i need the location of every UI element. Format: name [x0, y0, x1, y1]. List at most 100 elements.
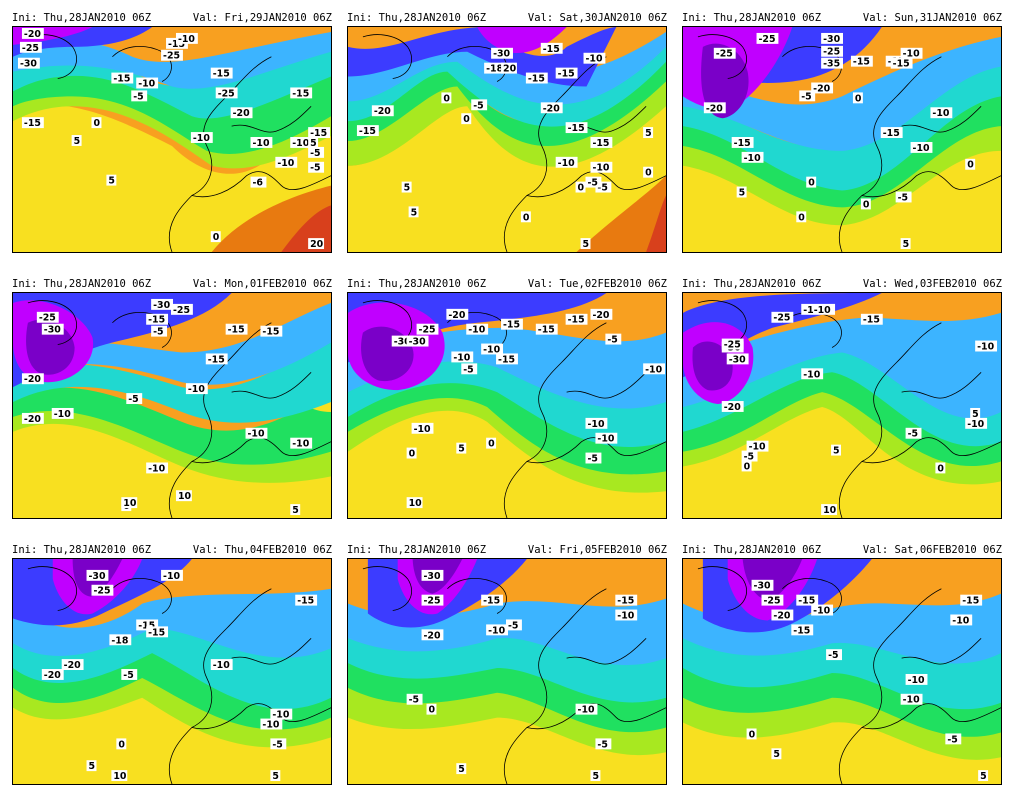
isotherm-label: -35	[821, 57, 843, 70]
svg-text:-35: -35	[823, 59, 840, 70]
contour-band	[348, 86, 666, 252]
svg-text:-10: -10	[932, 108, 949, 119]
contour-field: -20-25-30-15-25-10-15 -10-5-10-15-25-20-1…	[13, 27, 331, 252]
contour-band	[477, 27, 567, 54]
isotherm-label: -10	[583, 52, 606, 65]
panel-header: Ini: Thu,28JAN2010 06Z Val: Sun,31JAN2010…	[682, 10, 1002, 26]
panel-header: Ini: Thu,28JAN2010 06Z Val: Mon,01FEB2010…	[12, 276, 332, 292]
svg-text:5: 5	[458, 764, 465, 775]
svg-text:0: 0	[213, 232, 220, 243]
svg-text:-25: -25	[93, 586, 110, 597]
svg-text:-20: -20	[64, 660, 81, 671]
svg-text:-15: -15	[138, 620, 155, 631]
contour-band	[348, 373, 666, 475]
isotherm-label: -25	[416, 323, 439, 336]
isotherm-label: -5	[905, 427, 922, 440]
svg-text:10: 10	[123, 498, 137, 509]
svg-text:-15: -15	[24, 118, 41, 129]
isotherm-label: -20	[21, 412, 44, 425]
svg-text:-15: -15	[592, 138, 609, 149]
isotherm-label: -20	[590, 308, 613, 321]
init-time-label: Ini: Thu,28JAN2010 06Z	[347, 544, 487, 556]
isotherm-label: 5	[270, 770, 281, 782]
svg-text:-10: -10	[597, 434, 614, 445]
isotherm-label: 5	[590, 770, 601, 782]
svg-text:5: 5	[458, 444, 465, 455]
isotherm-label: -30	[751, 579, 774, 592]
isotherm-label: -10	[595, 432, 618, 445]
contour-band	[683, 593, 1001, 664]
isotherm-label: 0	[406, 447, 417, 460]
coastline	[112, 577, 172, 614]
isotherm-label: -15	[146, 626, 169, 638]
svg-text:-10: -10	[277, 158, 294, 169]
isotherm-label: -10	[411, 422, 434, 435]
isotherm-label: -10	[190, 132, 213, 144]
isotherm-label: 0	[852, 92, 863, 104]
svg-text:0: 0	[409, 449, 416, 460]
svg-text:-5: -5	[409, 695, 419, 706]
isotherm-label: -5	[826, 649, 842, 661]
isotherm-label: -15	[111, 72, 134, 85]
svg-text:-15: -15	[734, 138, 751, 149]
svg-text:-25: -25	[724, 340, 741, 351]
isotherm-label: 10	[121, 497, 138, 509]
svg-text:-10: -10	[292, 439, 309, 450]
isotherm-label: -15	[555, 67, 578, 80]
svg-text:-15: -15	[962, 596, 979, 607]
isotherm-label: -15	[146, 313, 169, 326]
isotherm-label: -20	[61, 659, 84, 671]
svg-text:-15: -15	[853, 57, 870, 68]
isotherm-label: 20	[501, 62, 517, 75]
isotherm-label: -30	[421, 569, 444, 582]
isotherm-label: 10	[821, 504, 838, 516]
isotherm-label: -15	[481, 594, 504, 607]
svg-text:-15: -15	[148, 315, 165, 326]
contour-field: -25-30-1-10-15-25-30-10-10-20-10-505-10-…	[683, 293, 1001, 518]
svg-text:5: 5	[739, 188, 746, 199]
svg-text:-5: -5	[908, 429, 918, 440]
svg-text:-5: -5	[947, 734, 957, 745]
svg-text:5: 5	[592, 771, 599, 782]
isotherm-label: 5	[456, 763, 467, 775]
isotherm-label: -30	[86, 569, 109, 582]
contour-band	[348, 27, 617, 87]
svg-text:-18: -18	[486, 64, 503, 75]
isotherm-label: -10	[910, 141, 933, 154]
contour-band	[646, 195, 666, 252]
isotherm-label: 0	[441, 92, 452, 104]
isotherm-label: -10	[575, 703, 598, 716]
svg-text:-30: -30	[89, 571, 106, 582]
isotherm-label: -30	[726, 353, 749, 365]
valid-time-label: Val: Fri,05FEB2010 06Z	[527, 544, 667, 556]
isotherm-label: -10	[746, 440, 769, 453]
isotherm-label: -15	[205, 353, 228, 365]
init-time-label: Ini: Thu,28JAN2010 06Z	[682, 278, 822, 290]
svg-text:-15: -15	[883, 128, 900, 139]
coastline	[901, 372, 982, 399]
svg-text:-30: -30	[424, 571, 441, 582]
svg-text:-10: -10	[453, 352, 470, 363]
isotherm-label: -25	[421, 594, 444, 607]
isotherm-label: -5	[595, 738, 612, 750]
isotherm-label: -15	[290, 87, 313, 99]
contour-band	[683, 377, 1001, 485]
isotherm-label: -10	[260, 718, 283, 730]
isotherm-label: 5	[290, 504, 301, 516]
svg-text:-1-10: -1-10	[803, 305, 831, 316]
contour-band	[13, 332, 331, 423]
isotherm-label: 0	[520, 211, 531, 223]
svg-text:-15: -15	[208, 354, 225, 365]
isotherm-label: -25	[821, 45, 843, 58]
forecast-panel: Ini: Thu,28JAN2010 06Z Val: Sun,31JAN2010…	[682, 10, 1002, 253]
svg-text:5: 5	[903, 239, 910, 250]
svg-text:-10: -10	[488, 625, 505, 636]
isotherm-label: -10	[585, 417, 608, 430]
isotherm-label: -15	[501, 318, 523, 331]
coastline	[503, 56, 607, 252]
forecast-panel: Ini: Thu,28JAN2010 06Z Val: Tue,02FEB2010…	[347, 276, 667, 519]
svg-text:-10: -10	[468, 325, 485, 336]
contour-field: -30-25 -15-10 -5-15-10-20-50 -10-555	[348, 559, 666, 784]
isotherm-label: -25	[91, 584, 114, 597]
init-time-label: Ini: Thu,28JAN2010 06Z	[12, 278, 152, 290]
